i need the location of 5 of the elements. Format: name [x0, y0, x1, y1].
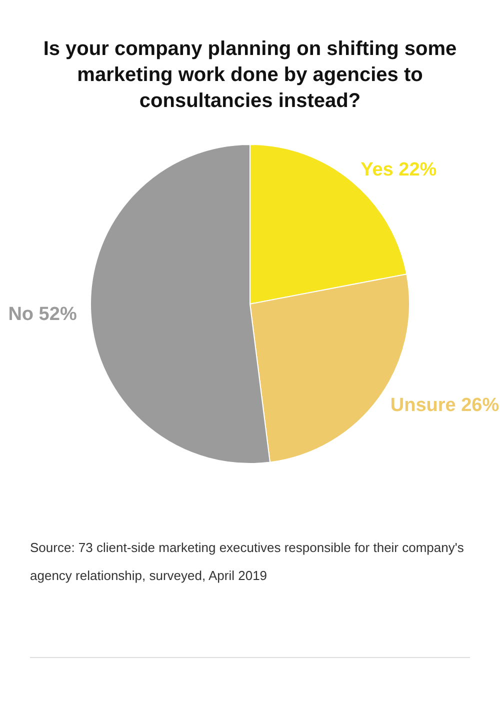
slice-label: Yes 22% — [360, 160, 437, 181]
slice-label: No 52% — [8, 304, 77, 326]
slice-label: Unsure 26% — [390, 395, 500, 416]
chart-title: Is your company planning on shifting some marketing work done by agencies to consultancies instead? — [42, 37, 458, 114]
source-note: Source: 73 client-side marketing executives responsible for their company's agency relationship, surveyed, April 2019 — [30, 539, 465, 585]
